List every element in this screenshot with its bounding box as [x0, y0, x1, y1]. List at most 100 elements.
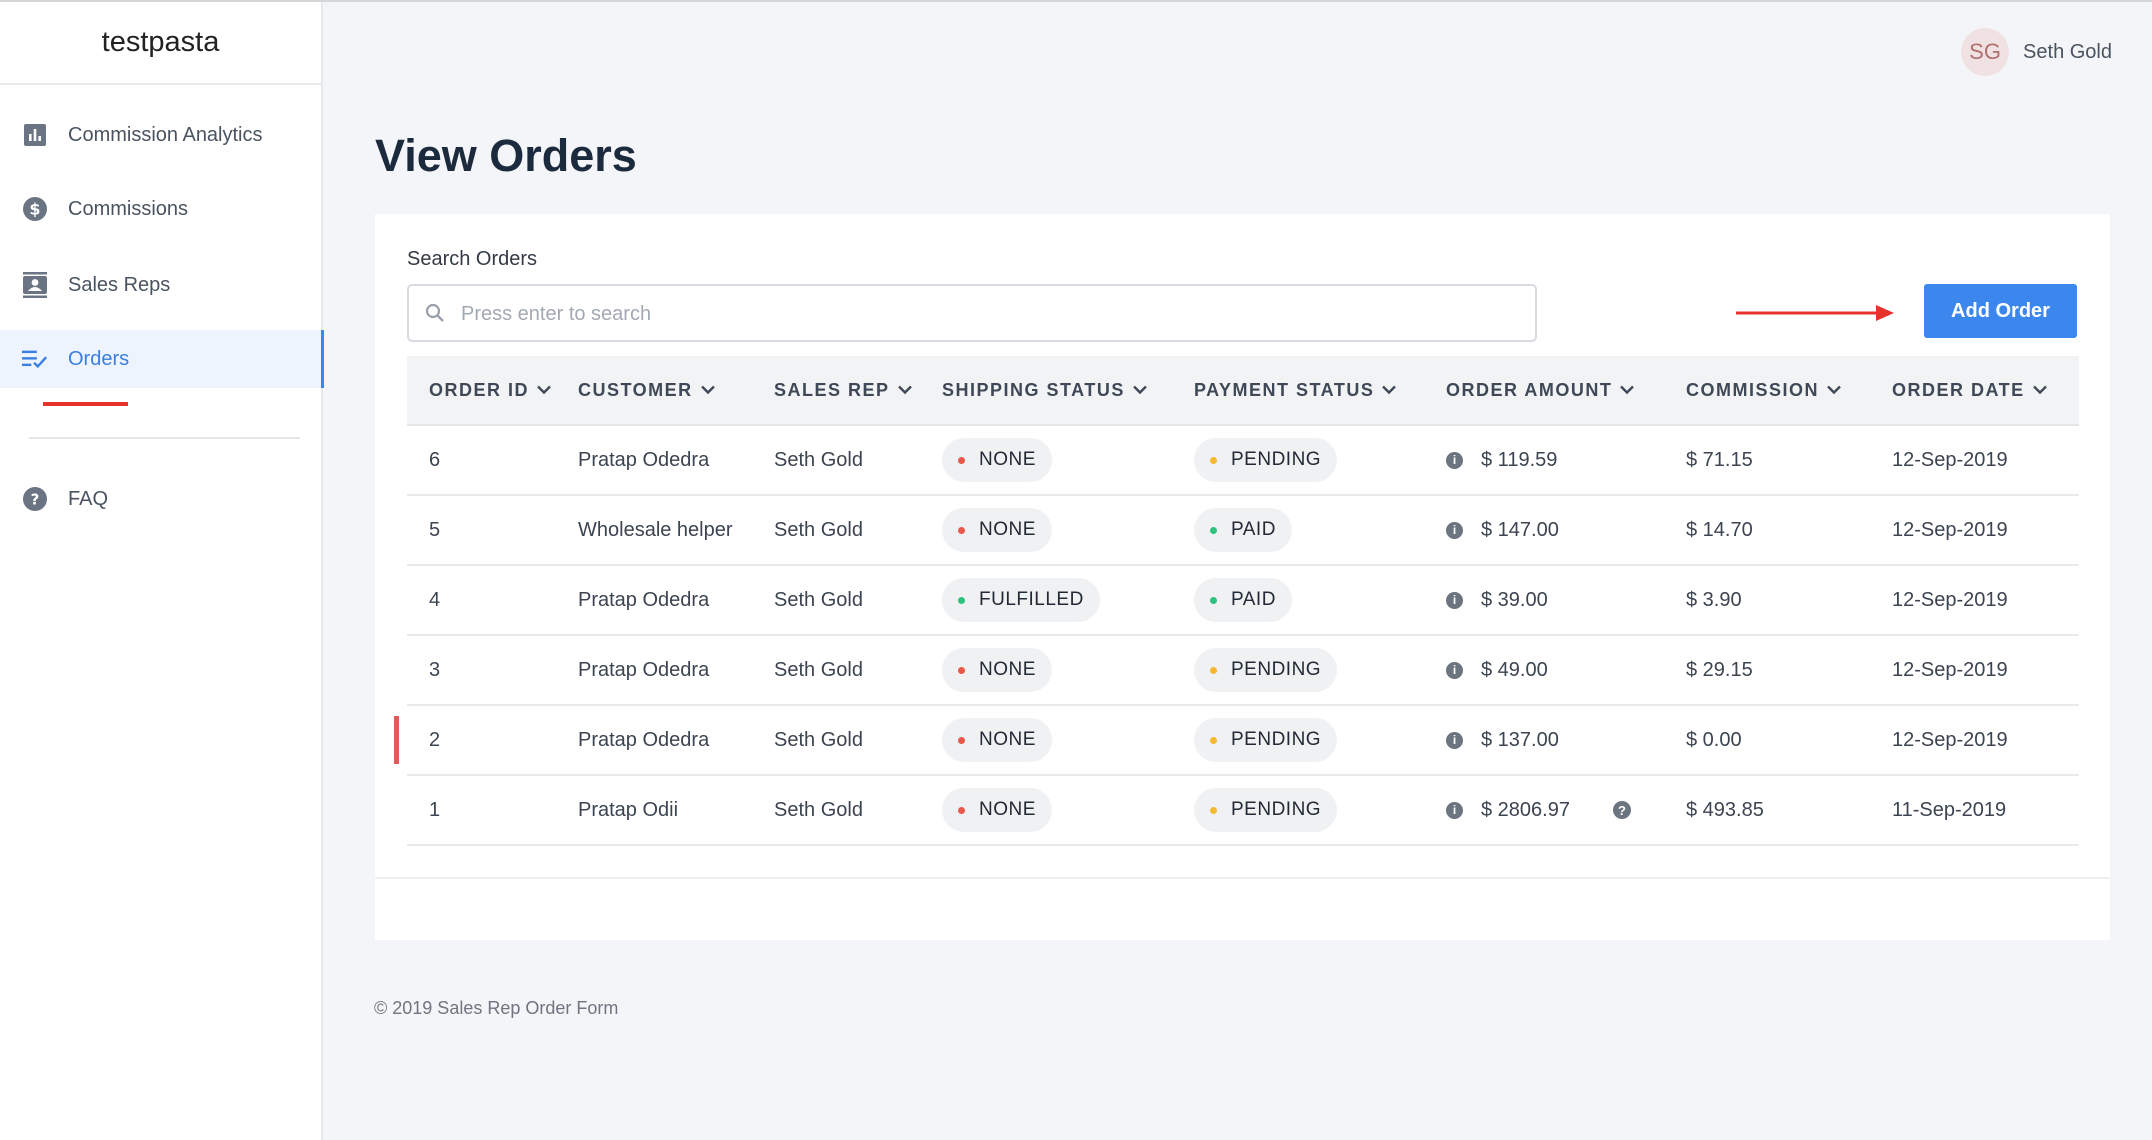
chevron-down-icon — [1620, 385, 1635, 395]
info-icon[interactable]: i — [1446, 451, 1463, 469]
sidebar-item-label: Orders — [68, 347, 130, 370]
help-icon[interactable]: ? — [1613, 801, 1631, 819]
column-header-customer[interactable]: CUSTOMER — [578, 356, 715, 424]
info-icon[interactable]: i — [1446, 801, 1463, 819]
payment-status-badge: PENDING — [1194, 788, 1338, 832]
sidebar-item-faq[interactable]: ? FAQ — [0, 470, 321, 528]
orders-card: Search Orders Add Order ORDER ID CUSTOME… — [375, 214, 2110, 940]
order-id: 1 — [429, 798, 441, 821]
customer-name: Pratap Odedra — [578, 728, 710, 751]
chevron-down-icon — [1382, 385, 1397, 395]
column-header-commission[interactable]: COMMISSION — [1686, 356, 1841, 424]
info-icon[interactable]: i — [1446, 731, 1463, 749]
customer-name: Pratap Odedra — [578, 658, 710, 681]
table-row[interactable]: 1 Pratap Odii Seth Gold NONE PENDING i $ … — [407, 776, 2079, 846]
sidebar-item-sales-reps[interactable]: Sales Reps — [0, 256, 321, 314]
commission-amount: $ 14.70 — [1686, 518, 1753, 541]
column-header-shipping-status[interactable]: SHIPPING STATUS — [942, 356, 1147, 424]
table-row[interactable]: 2 Pratap Odedra Seth Gold NONE PENDING i… — [394, 706, 2079, 776]
order-date: 11-Sep-2019 — [1892, 798, 2007, 821]
table-row[interactable]: 6 Pratap Odedra Seth Gold NONE PENDING i… — [407, 426, 2079, 496]
order-date: 12-Sep-2019 — [1892, 658, 2008, 681]
status-dot-icon — [1210, 736, 1217, 744]
row-marker — [394, 716, 399, 764]
commission-amount: $ 29.15 — [1686, 658, 1753, 681]
order-id: 6 — [429, 448, 441, 471]
contact-card-icon — [22, 272, 48, 298]
status-dot-icon — [958, 526, 965, 534]
status-dot-icon — [1210, 526, 1217, 534]
avatar[interactable]: SG — [1961, 28, 2010, 76]
chevron-down-icon — [2032, 385, 2047, 395]
chevron-down-icon — [897, 385, 912, 395]
table-header: ORDER ID CUSTOMER SALES REP SHIPPING STA… — [407, 356, 2079, 426]
svg-text:$: $ — [29, 200, 40, 219]
order-id: 5 — [429, 518, 441, 541]
status-dot-icon — [958, 666, 965, 674]
info-icon[interactable]: i — [1446, 661, 1463, 679]
sidebar-item-label: Commission Analytics — [68, 123, 263, 146]
user-menu[interactable]: SG Seth Gold — [1961, 28, 2112, 76]
add-order-button[interactable]: Add Order — [1924, 284, 2077, 338]
shipping-status-badge: NONE — [942, 438, 1052, 482]
bar-chart-icon — [22, 122, 48, 148]
orders-table: ORDER ID CUSTOMER SALES REP SHIPPING STA… — [394, 356, 2079, 846]
column-header-order-amount[interactable]: ORDER AMOUNT — [1446, 356, 1635, 424]
column-header-payment-status[interactable]: PAYMENT STATUS — [1194, 356, 1397, 424]
sidebar-item-label: Commissions — [68, 197, 189, 220]
sales-rep-name: Seth Gold — [774, 588, 863, 611]
status-dot-icon — [958, 596, 965, 604]
payment-status-badge: PAID — [1194, 578, 1292, 622]
search-label: Search Orders — [407, 248, 538, 270]
payment-status-badge: PENDING — [1194, 648, 1338, 692]
commission-amount: $ 71.15 — [1686, 448, 1753, 471]
chevron-down-icon — [700, 385, 715, 395]
search-field[interactable] — [407, 284, 1537, 342]
info-icon[interactable]: i — [1446, 521, 1463, 539]
order-amount: $ 137.00 — [1481, 728, 1559, 751]
window-top-border — [0, 0, 2152, 2]
shipping-status-badge: NONE — [942, 508, 1052, 552]
shipping-status-badge: NONE — [942, 718, 1052, 762]
payment-status-badge: PAID — [1194, 508, 1292, 552]
sales-rep-name: Seth Gold — [774, 448, 863, 471]
annotation-underline — [43, 402, 128, 406]
help-circle-icon: ? — [22, 486, 48, 512]
commission-amount: $ 493.85 — [1686, 798, 1764, 821]
chevron-down-icon — [1827, 385, 1841, 395]
info-icon[interactable]: i — [1446, 591, 1463, 609]
footer-copyright: © 2019 Sales Rep Order Form — [374, 998, 619, 1018]
sales-rep-name: Seth Gold — [774, 658, 863, 681]
shipping-status-badge: NONE — [942, 648, 1052, 692]
status-dot-icon — [1210, 806, 1217, 814]
customer-name: Pratap Odedra — [578, 588, 710, 611]
order-amount: $ 39.00 — [1481, 588, 1548, 611]
chevron-down-icon — [537, 385, 551, 395]
sidebar-item-label: Sales Reps — [68, 273, 171, 296]
sidebar-item-orders[interactable]: Orders — [0, 330, 324, 388]
order-amount: $ 147.00 — [1481, 518, 1559, 541]
search-input[interactable] — [459, 298, 1523, 330]
chevron-down-icon — [1133, 385, 1147, 395]
payment-status-badge: PENDING — [1194, 718, 1338, 762]
order-id: 4 — [429, 588, 441, 611]
sidebar-item-commissions[interactable]: $ Commissions — [0, 180, 321, 238]
card-divider — [375, 877, 2110, 879]
customer-name: Pratap Odii — [578, 798, 679, 821]
brand-logo[interactable]: testpasta — [0, 2, 321, 85]
table-row[interactable]: 5 Wholesale helper Seth Gold NONE PAID i… — [407, 496, 2079, 566]
payment-status-badge: PENDING — [1194, 438, 1338, 482]
column-header-order-date[interactable]: ORDER DATE — [1892, 356, 2047, 424]
user-name[interactable]: Seth Gold — [2023, 40, 2112, 63]
order-date: 12-Sep-2019 — [1892, 728, 2008, 751]
column-header-order-id[interactable]: ORDER ID — [429, 356, 551, 424]
order-id: 3 — [429, 658, 441, 681]
table-row[interactable]: 4 Pratap Odedra Seth Gold FULFILLED PAID… — [407, 566, 2079, 636]
status-dot-icon — [1210, 666, 1217, 674]
column-header-sales-rep[interactable]: SALES REP — [774, 356, 912, 424]
table-row[interactable]: 3 Pratap Odedra Seth Gold NONE PENDING i… — [407, 636, 2079, 706]
order-amount: $ 2806.97 — [1481, 798, 1570, 821]
shipping-status-badge: NONE — [942, 788, 1052, 832]
sidebar-item-commission-analytics[interactable]: Commission Analytics — [0, 106, 321, 164]
sidebar-divider — [29, 437, 300, 439]
